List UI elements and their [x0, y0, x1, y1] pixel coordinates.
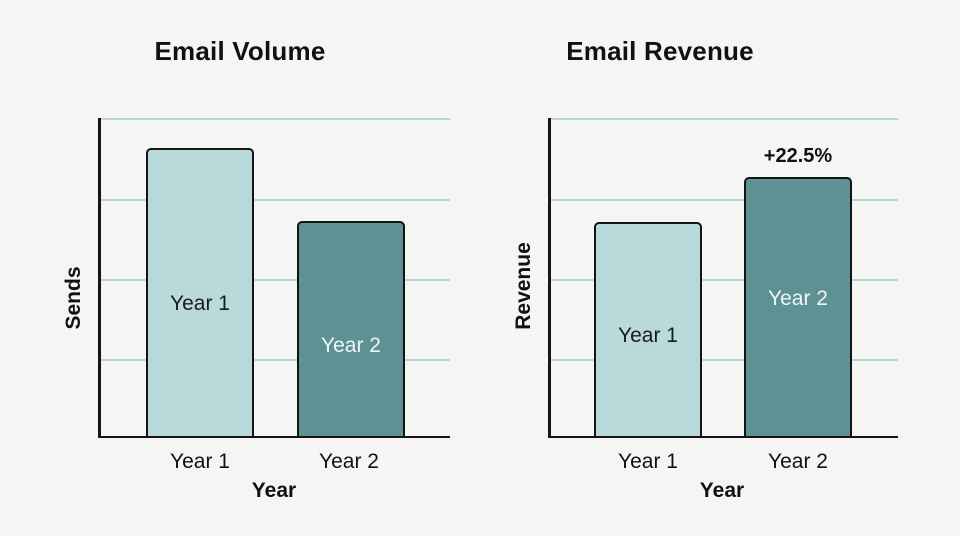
- y-axis-label: Sends: [62, 266, 85, 330]
- gridline: [548, 199, 898, 201]
- x-tick-label: Year 2: [319, 450, 379, 473]
- x-tick-label: Year 2: [768, 450, 828, 473]
- email-volume-chart: Email Volume Sends Year 1 Year 2 Year 1 …: [62, 36, 450, 502]
- x-axis-label: Year: [699, 479, 745, 502]
- bar-label: Year 1: [618, 324, 678, 347]
- bar-label: Year 1: [170, 292, 230, 315]
- gridline: [548, 279, 898, 281]
- y-axis-line: [98, 118, 101, 438]
- bar-year-1: Year 1: [594, 222, 702, 438]
- bar-label: Year 2: [321, 333, 381, 357]
- y-axis-line: [548, 118, 551, 438]
- gridline: [98, 118, 450, 120]
- bar-year-2: Year 2: [297, 221, 405, 438]
- chart-title: Email Revenue: [566, 36, 754, 66]
- gridline: [98, 279, 450, 281]
- chart-title: Email Volume: [154, 36, 326, 66]
- growth-annotation: +22.5%: [763, 145, 833, 167]
- x-tick-label: Year 1: [618, 450, 678, 473]
- gridline: [548, 359, 898, 361]
- gridline: [548, 118, 898, 120]
- y-axis-label: Revenue: [512, 242, 535, 330]
- x-tick-label: Year 1: [170, 450, 230, 473]
- plot-area: Year 1 Year 2 +22.5%: [548, 118, 898, 438]
- email-revenue-chart: Email Revenue Revenue Year 1 Year 2 +22.…: [450, 0, 930, 536]
- x-axis-label: Year: [251, 479, 297, 502]
- gridline: [98, 199, 450, 201]
- bar-year-1: Year 1: [146, 148, 254, 438]
- bar-year-2: Year 2: [744, 177, 852, 438]
- x-axis-line: [98, 435, 450, 438]
- x-axis-line: [548, 435, 898, 438]
- plot-area: Year 1 Year 2: [98, 118, 450, 438]
- gridline: [98, 359, 450, 361]
- bar-label: Year 2: [768, 286, 828, 310]
